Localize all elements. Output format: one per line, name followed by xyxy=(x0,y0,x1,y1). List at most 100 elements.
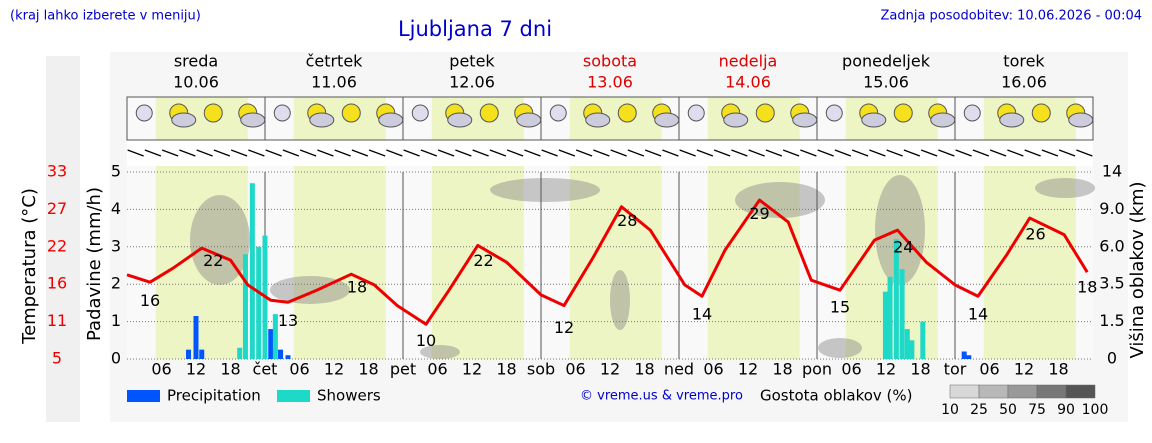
y2-tick-label: 11 xyxy=(47,311,67,330)
precip-bar xyxy=(199,349,205,359)
precip-bar xyxy=(909,340,915,359)
temp-label: 24 xyxy=(893,238,913,257)
wind-barb xyxy=(524,149,541,157)
left-note: (kraj lahko izberete v meniju) xyxy=(10,9,201,24)
precip-bar xyxy=(893,239,899,359)
wind-barb xyxy=(437,149,455,157)
wind-barb xyxy=(731,149,748,157)
wind-barb xyxy=(248,149,265,157)
cloud-icon xyxy=(654,112,680,128)
x-tick-label: 06 xyxy=(703,360,723,379)
sun-icon xyxy=(617,103,637,123)
cloud-blob xyxy=(875,175,925,285)
precip-bar xyxy=(237,347,243,359)
y2-tick-label: 22 xyxy=(47,236,67,255)
x-tick-label: 18 xyxy=(634,360,654,379)
y3-tick-label: 14 xyxy=(1102,162,1122,181)
cloud-icon xyxy=(861,112,887,128)
x-tick-label: 18 xyxy=(1048,360,1068,379)
page-title: Ljubljana 7 dni xyxy=(398,17,552,41)
x-tick-label: pet xyxy=(390,360,416,379)
cloud-legend-swatch xyxy=(1007,384,1038,399)
cloud-legend-swatch xyxy=(1036,384,1067,399)
daylight-band xyxy=(431,97,524,359)
wind-barb xyxy=(782,149,800,157)
updated: Zadnja posodobitev: 10.06.2026 - 00:04 xyxy=(880,9,1142,24)
wind-barb xyxy=(299,149,317,157)
temp-label: 14 xyxy=(968,304,988,323)
icon-row-frame xyxy=(126,96,1094,141)
precip-bar xyxy=(268,329,274,359)
cloud-icon xyxy=(171,112,197,128)
sun-icon xyxy=(203,103,223,123)
day-date: 13.06 xyxy=(587,73,633,92)
y3-axis-label: Višina oblakov (km) xyxy=(1127,181,1148,358)
cloud-legend-label: 75 xyxy=(1028,402,1046,418)
wind-barb xyxy=(179,149,196,157)
moon-icon xyxy=(411,104,429,122)
legend-swatch xyxy=(127,390,160,402)
cloud-legend-label: 50 xyxy=(999,402,1017,418)
wind-row xyxy=(817,140,955,166)
cloud-blob xyxy=(1035,178,1095,198)
wind-barb xyxy=(213,149,231,157)
x-tick-label: 18 xyxy=(910,360,930,379)
wind-barb xyxy=(748,149,765,157)
cloud-icon xyxy=(999,112,1025,128)
temp-label: 22 xyxy=(203,251,223,270)
y2-axis-label: Temperatura (°C) xyxy=(19,188,40,345)
day-date: 11.06 xyxy=(311,73,357,92)
x-tick-label: pon xyxy=(802,360,832,379)
x-tick-label: 06 xyxy=(841,360,861,379)
x-tick-label: 12 xyxy=(876,360,896,379)
wind-barb xyxy=(368,149,386,157)
y3-tick-label: 0 xyxy=(1107,349,1117,368)
x-tick-label: 06 xyxy=(565,360,585,379)
y-tick-label: 4 xyxy=(111,199,121,218)
wind-row xyxy=(541,140,679,166)
x-tick-label: čet xyxy=(253,360,278,379)
wind-row xyxy=(955,140,1093,166)
temp-label: 14 xyxy=(692,304,712,323)
precip-bar xyxy=(887,276,893,359)
y-tick-label: 0 xyxy=(111,349,121,368)
precip-bar xyxy=(920,321,926,359)
wind-barb xyxy=(1041,149,1059,157)
day-date: 10.06 xyxy=(173,73,219,92)
day-name: torek xyxy=(1003,52,1045,71)
wind-barb xyxy=(334,149,351,157)
wind-barb xyxy=(506,149,524,157)
cloud-legend-label: 90 xyxy=(1057,402,1075,418)
day-date: 12.06 xyxy=(449,73,495,92)
wind-row xyxy=(127,140,265,166)
x-tick-label: tor xyxy=(944,360,967,379)
x-tick-label: 06 xyxy=(427,360,447,379)
moon-icon xyxy=(825,104,843,122)
wind-row xyxy=(679,140,817,166)
wind-barb xyxy=(765,149,783,157)
x-tick-label: 06 xyxy=(151,360,171,379)
cloud-legend-label: 10 xyxy=(941,402,959,418)
wind-barb xyxy=(317,149,334,157)
precip-bar xyxy=(186,349,192,359)
cloud-icon xyxy=(1068,112,1094,128)
daylight-band xyxy=(293,97,386,359)
y3-tick-label: 1.5 xyxy=(1099,311,1124,330)
precip-bar xyxy=(193,315,199,359)
day-name: sobota xyxy=(583,52,637,71)
temp-label: 18 xyxy=(347,278,367,297)
daylight-band xyxy=(707,97,800,359)
sun-icon xyxy=(479,103,499,123)
temp-label: 29 xyxy=(749,204,769,223)
y3-tick-label: 9.0 xyxy=(1099,199,1124,218)
day-name: četrtek xyxy=(306,52,364,71)
sun-icon xyxy=(1031,103,1051,123)
wind-barb xyxy=(903,149,921,157)
wind-barb xyxy=(817,149,834,157)
cloud-icon xyxy=(792,112,818,128)
cloud-blob xyxy=(420,345,460,359)
x-tick-label: 12 xyxy=(1014,360,1034,379)
temperature-line xyxy=(126,198,1089,326)
y2-tick-label: 27 xyxy=(47,199,67,218)
